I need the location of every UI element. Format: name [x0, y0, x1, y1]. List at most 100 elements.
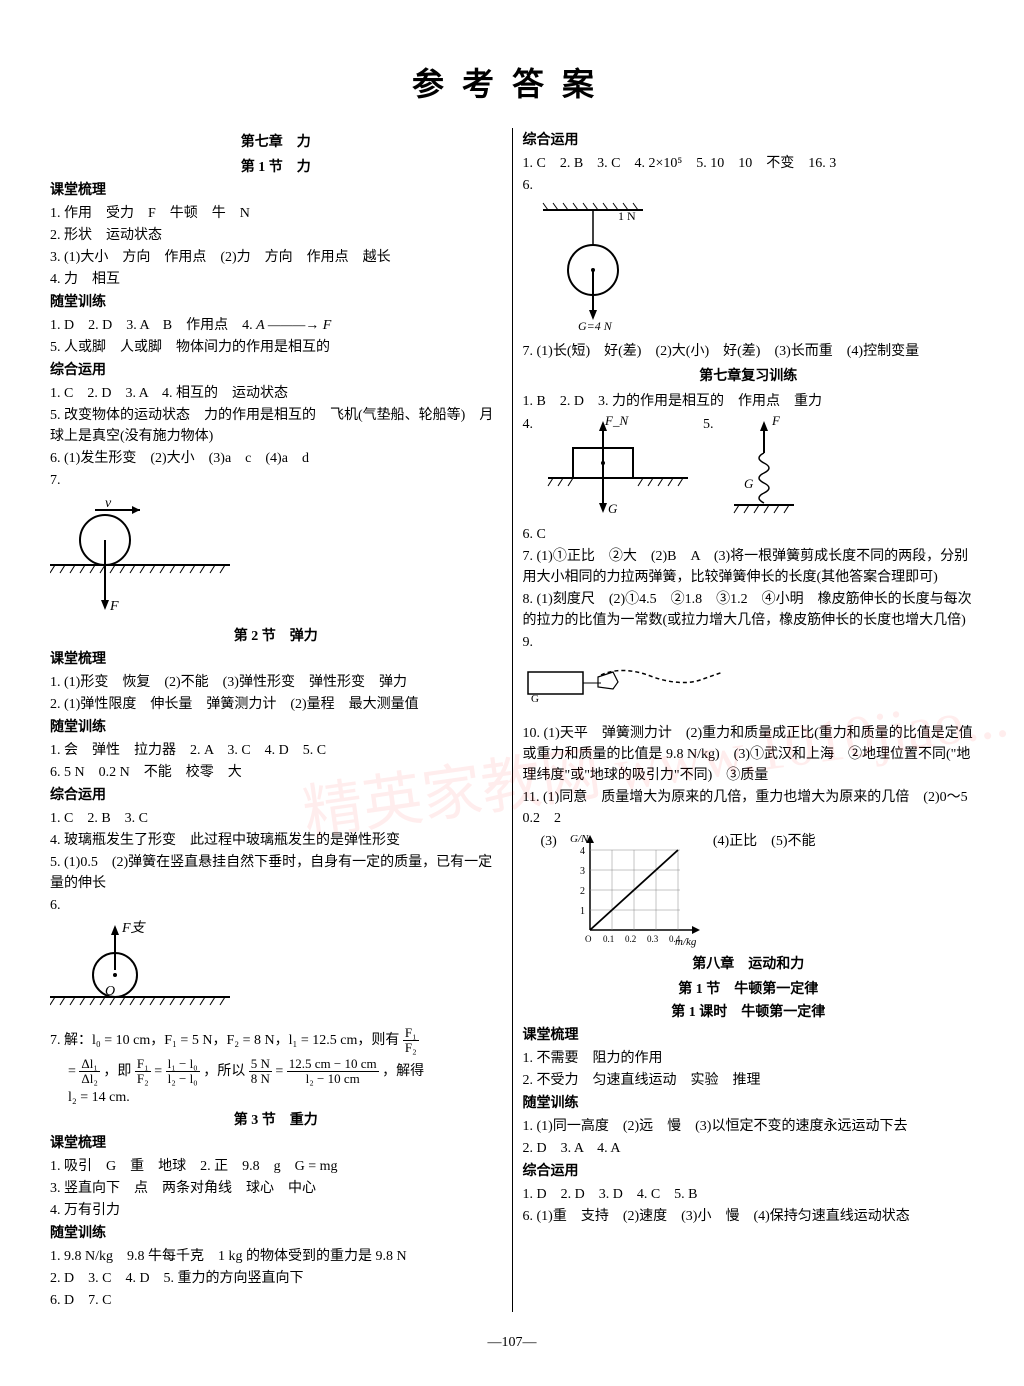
- page-title: 参考答案: [40, 60, 984, 108]
- heading-suitang-3: 随堂训练: [50, 1223, 502, 1244]
- section-2: 第 2 节 弹力: [50, 626, 502, 647]
- svg-text:1: 1: [580, 906, 585, 917]
- item: 10. (1)天平 弹簧测力计 (2)重力和质量成正比(重力和质量的比值是定值或…: [523, 723, 975, 786]
- right-column: 综合运用 1. C 2. B 3. C 4. 2×10⁵ 5. 10 10 不变…: [513, 128, 985, 1312]
- item: 11. (1)同意 质量增大为原来的几倍，重力也增大为原来的几倍 (2)0～5 …: [523, 787, 975, 829]
- item: (4)正比 (5)不能: [713, 831, 816, 852]
- svg-text:0.4: 0.4: [669, 934, 681, 944]
- item: 3. (1)大小 方向 作用点 (2)力 方向 作用点 越长: [50, 247, 502, 268]
- item: 1. 作用 受力 F 牛顿 牛 N: [50, 203, 502, 224]
- heading-ketang-r: 课堂梳理: [523, 1025, 975, 1046]
- fraction: Δl₁Δl₂: [79, 1057, 100, 1087]
- item: 6. C: [523, 524, 975, 545]
- svg-text:2: 2: [580, 886, 585, 897]
- eq-text: =: [275, 1064, 283, 1079]
- heading-zonghe-2: 综合运用: [50, 785, 502, 806]
- item: 7. (1)①正比 ②大 (2)B A (3)将一根弹簧剪成长度不同的两段，分别…: [523, 546, 975, 588]
- svg-text:G: G: [744, 476, 754, 491]
- eq-text: =: [154, 1064, 162, 1079]
- item: 1. 会 弹性 拉力器 2. A 3. C 4. D 5. C: [50, 740, 502, 761]
- item: 2. 形状 运动状态: [50, 225, 502, 246]
- chapter-7-review: 第七章复习训练: [523, 366, 975, 387]
- fraction: 5 N8 N: [249, 1057, 272, 1087]
- heading-suitang-2: 随堂训练: [50, 717, 502, 738]
- figure-hanging-ball: 1 N G=4 N: [523, 200, 975, 337]
- item: 7. (1)长(短) 好(差) (2)大(小) 好(差) (3)长而重 (4)控…: [523, 341, 975, 362]
- arrow-label: A ———→ F: [256, 318, 331, 333]
- item: 1. C 2. B 3. C: [50, 808, 502, 829]
- label-1n: 1 N: [618, 209, 636, 223]
- label-g4n: G=4 N: [578, 319, 613, 330]
- item: 5.: [703, 414, 714, 435]
- item: (3): [523, 831, 557, 852]
- eq-text: ，即: [103, 1064, 131, 1079]
- item-equation-2: = Δl₁Δl₂ ，即 F₁F₂ = l₁ − l₀l₂ − l₀ ，所以 5 …: [50, 1057, 502, 1087]
- svg-text:F_N: F_N: [604, 413, 629, 428]
- heading-ketang-2: 课堂梳理: [50, 649, 502, 670]
- figure-ball-arrow: v F: [50, 495, 502, 622]
- item: 1. (1)同一高度 (2)远 慢 (3)以恒定不变的速度永远运动下去: [523, 1116, 975, 1137]
- item: 4. 万有引力: [50, 1200, 502, 1221]
- svg-text:F: F: [109, 599, 119, 614]
- item: 5. (1)0.5 (2)弹簧在竖直悬挂自然下垂时，自身有一定的质量，已有一定量…: [50, 852, 502, 894]
- item: 6.: [50, 895, 502, 916]
- svg-text:O: O: [585, 934, 592, 944]
- svg-text:3: 3: [580, 866, 585, 877]
- item: 2. (1)弹性限度 伸长量 弹簧测力计 (2)量程 最大测量值: [50, 694, 502, 715]
- fraction: l₁ − l₀l₂ − l₀: [166, 1057, 200, 1087]
- figure-ball-support: F支 O: [50, 920, 502, 1022]
- item-text: 1. D 2. D 3. A B 作用点 4.: [50, 318, 253, 333]
- item: 6. D 7. C: [50, 1290, 502, 1311]
- item: 1. B 2. D 3. 力的作用是相互的 作用点 重力: [523, 391, 975, 412]
- figure-hand-spring: G: [523, 657, 975, 719]
- svg-text:v: v: [105, 496, 112, 511]
- figure-block: F_N G: [543, 413, 693, 523]
- item: 9.: [523, 632, 975, 653]
- section-8-1a: 第 1 课时 牛顿第一定律: [523, 1002, 975, 1023]
- heading-ketang-1: 课堂梳理: [50, 180, 502, 201]
- section-3: 第 3 节 重力: [50, 1110, 502, 1131]
- heading-ketang-3: 课堂梳理: [50, 1133, 502, 1154]
- eq-text: ，解得: [382, 1064, 424, 1079]
- fraction: 12.5 cm − 10 cml₂ − 10 cm: [287, 1057, 379, 1087]
- fraction: F₁F₂: [135, 1057, 151, 1087]
- item: 1. D 2. D 3. D 4. C 5. B: [523, 1184, 975, 1205]
- item: 3. 竖直向下 点 两条对角线 球心 中心: [50, 1178, 502, 1199]
- item: 7.: [50, 470, 502, 491]
- heading-suitang-1: 随堂训练: [50, 292, 502, 313]
- item: 6. (1)重 支持 (2)速度 (3)小 慢 (4)保持匀速直线运动状态: [523, 1206, 975, 1227]
- item: 6.: [523, 175, 975, 196]
- svg-text:F: F: [771, 413, 781, 428]
- item: 4. 玻璃瓶发生了形变 此过程中玻璃瓶发生的是弹性形变: [50, 830, 502, 851]
- chapter-8: 第八章 运动和力: [523, 954, 975, 975]
- item: 1. C 2. D 3. A 4. 相互的 运动状态: [50, 383, 502, 404]
- heading-zonghe-r2: 综合运用: [523, 1161, 975, 1182]
- item: 4. 力 相互: [50, 269, 502, 290]
- svg-text:0.2: 0.2: [625, 934, 636, 944]
- item: 5. 人或脚 人或脚 物体间力的作用是相互的: [50, 337, 502, 358]
- figure-spring: F G: [724, 413, 804, 523]
- item: 1. 不需要 阻力的作用: [523, 1048, 975, 1069]
- heading-suitang-r: 随堂训练: [523, 1093, 975, 1114]
- item: 1. C 2. B 3. C 4. 2×10⁵ 5. 10 10 不变 16. …: [523, 153, 975, 174]
- item: 1. 9.8 N/kg 9.8 牛每千克 1 kg 的物体受到的重力是 9.8 …: [50, 1246, 502, 1267]
- item-equation: 7. 解：l₀ = 10 cm，F₁ = 5 N，F₂ = 8 N，l₁ = 1…: [50, 1026, 502, 1056]
- left-column: 第七章 力 第 1 节 力 课堂梳理 1. 作用 受力 F 牛顿 牛 N 2. …: [40, 128, 513, 1312]
- chapter-7: 第七章 力: [50, 132, 502, 153]
- item: 2. 不受力 匀速直线运动 实验 推理: [523, 1070, 975, 1091]
- eq-text: 7. 解：l₀ = 10 cm，F₁ = 5 N，F₂ = 8 N，l₁ = 1…: [50, 1033, 399, 1048]
- item: 2. D 3. C 4. D 5. 重力的方向竖直向下: [50, 1268, 502, 1289]
- item: 1. 吸引 G 重 地球 2. 正 9.8 g G = mg: [50, 1156, 502, 1177]
- eq-text: ，所以: [203, 1064, 245, 1079]
- eq-text: =: [68, 1064, 76, 1079]
- section-8-1: 第 1 节 牛顿第一定律: [523, 979, 975, 1000]
- item: l₂ = 14 cm.: [50, 1087, 502, 1108]
- page-number: —107—: [40, 1332, 984, 1353]
- item: 5. 改变物体的运动状态 力的作用是相互的 飞机(气垫船、轮船等) 月球上是真空…: [50, 405, 502, 447]
- svg-text:G: G: [608, 501, 618, 516]
- svg-text:G/N: G/N: [570, 833, 589, 845]
- svg-text:F支: F支: [121, 920, 147, 936]
- heading-zonghe-r: 综合运用: [523, 130, 975, 151]
- svg-text:0.3: 0.3: [647, 934, 659, 944]
- item: 1. D 2. D 3. A B 作用点 4. A ———→ F: [50, 315, 502, 336]
